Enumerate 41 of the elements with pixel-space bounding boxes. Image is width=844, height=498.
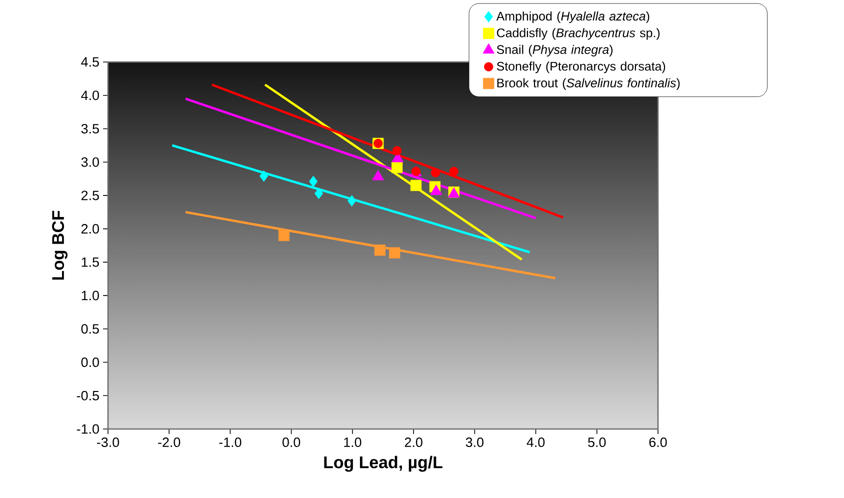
x-tick-label: 3.0 xyxy=(466,438,484,448)
y-tick-label: 2.5 xyxy=(81,190,99,200)
x-tick-label: 4.0 xyxy=(526,438,545,448)
point xyxy=(260,170,268,182)
legend-label: Amphipod (Hyalella azteca) xyxy=(496,11,650,24)
x-axis-title: Log Lead, µg/L xyxy=(324,456,442,472)
x-tick-label: -2.0 xyxy=(158,438,180,448)
y-axis-title: Log BCF xyxy=(52,210,68,280)
x-tick-label: 1.0 xyxy=(344,438,362,448)
x-tick-label: 6.0 xyxy=(649,438,667,448)
x-tick-label: 2.0 xyxy=(404,438,422,448)
legend-label: Caddisfly (Brachycentrus sp.) xyxy=(496,28,660,40)
point xyxy=(309,176,318,188)
y-tick-label: 3.0 xyxy=(81,157,99,167)
y-tick-label: 3.5 xyxy=(81,124,99,134)
x-tick-label: -1.0 xyxy=(219,438,242,448)
point xyxy=(449,166,458,176)
legend-label: Snail (Physa integra) xyxy=(496,44,613,56)
x-tick-label: -3.0 xyxy=(97,438,120,448)
legend-label: Stonefly (Pteronarcys dorsata) xyxy=(496,62,666,74)
point xyxy=(314,188,324,200)
point xyxy=(410,180,422,192)
y-tick-label: 1.5 xyxy=(82,257,99,267)
point xyxy=(391,162,403,174)
point xyxy=(374,244,386,256)
point xyxy=(392,146,402,156)
point xyxy=(430,168,440,178)
point xyxy=(278,230,290,242)
y-tick-label: 0.5 xyxy=(81,324,99,334)
legend-label: Brook trout (Salvelinus fontinalis) xyxy=(497,78,680,90)
point xyxy=(348,195,356,206)
y-tick-label: 4.0 xyxy=(81,90,99,100)
x-tick-label: 5.0 xyxy=(588,438,606,448)
x-tick-label: 0.0 xyxy=(282,438,300,448)
y-tick-label: 2.0 xyxy=(81,224,99,234)
y-tick-label: 0.0 xyxy=(81,358,99,368)
point xyxy=(389,247,400,258)
y-tick-label: -1.0 xyxy=(76,424,99,434)
y-tick-label: -0.5 xyxy=(76,390,99,400)
y-tick-label: 4.5 xyxy=(81,57,99,67)
y-tick-label: 1.0 xyxy=(82,290,99,300)
